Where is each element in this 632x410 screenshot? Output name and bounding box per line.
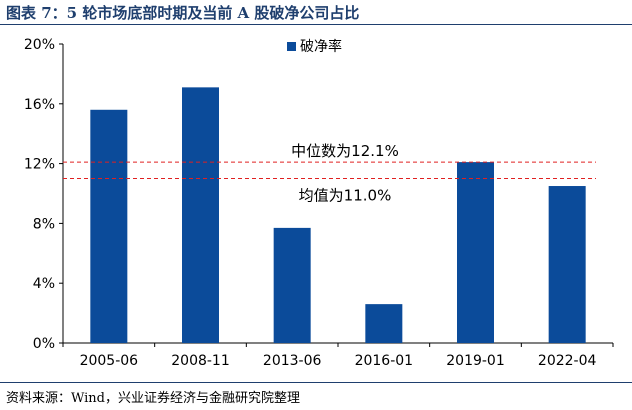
- chart-axes: 0% 4% 8% 12% 16% 20% 2005-06 2008-11 2013-06 2016…: [24, 37, 614, 369]
- reference-line-label: 均值为11.0%: [299, 187, 392, 205]
- legend-swatch: [287, 42, 296, 51]
- chart-reference-lines: 中位数为12.1% 均值为11.0%: [63, 142, 596, 205]
- bar-chart: 0% 4% 8% 12% 16% 20% 2005-06 2008-11 2013-06 2016…: [24, 37, 614, 369]
- chart-legend: 破净率: [287, 38, 342, 55]
- figure-title: 图表 7：5 轮市场底部时期及当前 A 股破净公司占比: [6, 4, 360, 22]
- y-tick-label: 20%: [24, 37, 55, 53]
- x-tick-label: 2005-06: [80, 353, 139, 369]
- legend-label: 破净率: [300, 38, 342, 55]
- bar: [273, 227, 311, 343]
- bar: [90, 109, 128, 343]
- bar: [457, 162, 494, 343]
- y-tick-label: 8%: [33, 216, 55, 232]
- source-note: 资料来源：Wind，兴业证券经济与金融研究院整理: [6, 391, 300, 406]
- y-tick-label: 0%: [33, 336, 55, 352]
- x-tick-label: 2019-01: [446, 353, 505, 369]
- y-tick-label: 16%: [24, 97, 55, 113]
- title-bar: [0, 0, 632, 25]
- x-tick-label: 2008-11: [171, 353, 230, 369]
- x-tick-label: 2013-06: [263, 353, 322, 369]
- x-tick-label: 2022-04: [538, 353, 597, 369]
- y-tick-label: 12%: [24, 157, 55, 173]
- y-tick-label: 4%: [33, 276, 55, 292]
- chart-bars: [90, 87, 586, 343]
- source-divider: [0, 382, 632, 383]
- x-tick-label: 2016-01: [355, 353, 414, 369]
- reference-line-label: 中位数为12.1%: [291, 142, 399, 160]
- bar: [182, 87, 219, 343]
- bar: [548, 186, 586, 343]
- bar: [365, 304, 403, 343]
